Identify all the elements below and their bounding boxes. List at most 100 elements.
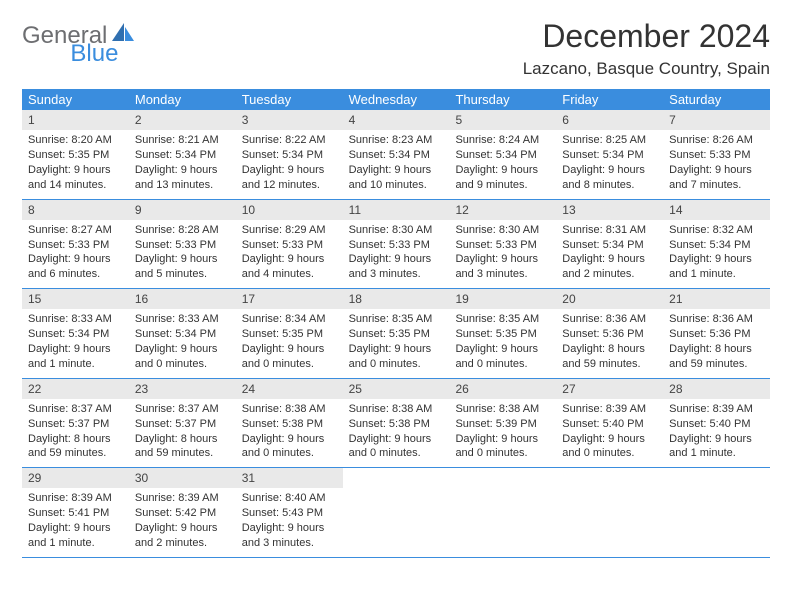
day-number: 8 — [22, 200, 129, 220]
header: General Blue December 2024 Lazcano, Basq… — [22, 18, 770, 79]
day-sunset: Sunset: 5:34 PM — [135, 148, 232, 163]
day-sunset: Sunset: 5:38 PM — [242, 417, 339, 432]
day-sunset: Sunset: 5:39 PM — [455, 417, 552, 432]
day-body: Sunrise: 8:35 AMSunset: 5:35 PMDaylight:… — [449, 309, 556, 377]
day-d1: Daylight: 8 hours — [562, 342, 659, 357]
day-sunrise: Sunrise: 8:21 AM — [135, 133, 232, 148]
day-d1: Daylight: 9 hours — [242, 342, 339, 357]
day-d1: Daylight: 9 hours — [135, 342, 232, 357]
day-body: Sunrise: 8:22 AMSunset: 5:34 PMDaylight:… — [236, 130, 343, 198]
day-d1: Daylight: 9 hours — [242, 521, 339, 536]
day-number: 3 — [236, 110, 343, 130]
day-number: 6 — [556, 110, 663, 130]
day-sunset: Sunset: 5:36 PM — [669, 327, 766, 342]
day-number: 28 — [663, 379, 770, 399]
day-cell: 11Sunrise: 8:30 AMSunset: 5:33 PMDayligh… — [343, 200, 450, 289]
day-sunrise: Sunrise: 8:23 AM — [349, 133, 446, 148]
day-sunset: Sunset: 5:33 PM — [242, 238, 339, 253]
day-sunrise: Sunrise: 8:34 AM — [242, 312, 339, 327]
day-sunrise: Sunrise: 8:36 AM — [562, 312, 659, 327]
day-cell: 6Sunrise: 8:25 AMSunset: 5:34 PMDaylight… — [556, 110, 663, 199]
day-body: Sunrise: 8:36 AMSunset: 5:36 PMDaylight:… — [556, 309, 663, 377]
day-cell: 21Sunrise: 8:36 AMSunset: 5:36 PMDayligh… — [663, 289, 770, 378]
day-cell: 7Sunrise: 8:26 AMSunset: 5:33 PMDaylight… — [663, 110, 770, 199]
day-sunrise: Sunrise: 8:39 AM — [135, 491, 232, 506]
day-d1: Daylight: 9 hours — [455, 432, 552, 447]
day-sunrise: Sunrise: 8:27 AM — [28, 223, 125, 238]
day-d1: Daylight: 9 hours — [455, 342, 552, 357]
day-body: Sunrise: 8:24 AMSunset: 5:34 PMDaylight:… — [449, 130, 556, 198]
day-sunset: Sunset: 5:34 PM — [28, 327, 125, 342]
day-d2: and 3 minutes. — [242, 536, 339, 551]
day-body: Sunrise: 8:23 AMSunset: 5:34 PMDaylight:… — [343, 130, 450, 198]
day-cell: 14Sunrise: 8:32 AMSunset: 5:34 PMDayligh… — [663, 200, 770, 289]
day-number: 4 — [343, 110, 450, 130]
day-sunset: Sunset: 5:35 PM — [28, 148, 125, 163]
day-d1: Daylight: 9 hours — [562, 252, 659, 267]
day-sunrise: Sunrise: 8:29 AM — [242, 223, 339, 238]
day-number: 25 — [343, 379, 450, 399]
day-d1: Daylight: 9 hours — [28, 521, 125, 536]
day-cell: 10Sunrise: 8:29 AMSunset: 5:33 PMDayligh… — [236, 200, 343, 289]
day-d1: Daylight: 9 hours — [669, 432, 766, 447]
weekday-sunday: Sunday — [22, 89, 129, 110]
day-number: 24 — [236, 379, 343, 399]
day-number: 22 — [22, 379, 129, 399]
day-body: Sunrise: 8:35 AMSunset: 5:35 PMDaylight:… — [343, 309, 450, 377]
day-sunrise: Sunrise: 8:37 AM — [28, 402, 125, 417]
day-body: Sunrise: 8:36 AMSunset: 5:36 PMDaylight:… — [663, 309, 770, 377]
day-sunset: Sunset: 5:40 PM — [562, 417, 659, 432]
day-sunrise: Sunrise: 8:39 AM — [562, 402, 659, 417]
weekday-saturday: Saturday — [663, 89, 770, 110]
day-d1: Daylight: 8 hours — [135, 432, 232, 447]
day-cell — [343, 468, 450, 557]
day-cell: 12Sunrise: 8:30 AMSunset: 5:33 PMDayligh… — [449, 200, 556, 289]
day-body: Sunrise: 8:25 AMSunset: 5:34 PMDaylight:… — [556, 130, 663, 198]
day-d2: and 3 minutes. — [349, 267, 446, 282]
day-body: Sunrise: 8:30 AMSunset: 5:33 PMDaylight:… — [343, 220, 450, 288]
week-row: 1Sunrise: 8:20 AMSunset: 5:35 PMDaylight… — [22, 110, 770, 200]
day-d2: and 1 minute. — [669, 446, 766, 461]
day-body: Sunrise: 8:26 AMSunset: 5:33 PMDaylight:… — [663, 130, 770, 198]
day-d2: and 59 minutes. — [562, 357, 659, 372]
day-sunset: Sunset: 5:34 PM — [455, 148, 552, 163]
day-d1: Daylight: 9 hours — [669, 252, 766, 267]
day-d2: and 1 minute. — [28, 357, 125, 372]
day-cell: 27Sunrise: 8:39 AMSunset: 5:40 PMDayligh… — [556, 379, 663, 468]
day-body: Sunrise: 8:38 AMSunset: 5:39 PMDaylight:… — [449, 399, 556, 467]
day-body: Sunrise: 8:39 AMSunset: 5:41 PMDaylight:… — [22, 488, 129, 556]
day-d2: and 59 minutes. — [669, 357, 766, 372]
day-number: 26 — [449, 379, 556, 399]
day-d2: and 0 minutes. — [349, 357, 446, 372]
day-d2: and 2 minutes. — [135, 536, 232, 551]
day-number: 5 — [449, 110, 556, 130]
day-sunrise: Sunrise: 8:36 AM — [669, 312, 766, 327]
logo-text-blue: Blue — [70, 40, 118, 67]
day-body: Sunrise: 8:28 AMSunset: 5:33 PMDaylight:… — [129, 220, 236, 288]
day-number: 16 — [129, 289, 236, 309]
month-title: December 2024 — [523, 18, 770, 55]
day-d2: and 0 minutes. — [562, 446, 659, 461]
day-d1: Daylight: 8 hours — [669, 342, 766, 357]
day-sunset: Sunset: 5:33 PM — [28, 238, 125, 253]
day-body: Sunrise: 8:30 AMSunset: 5:33 PMDaylight:… — [449, 220, 556, 288]
weekday-header-row: Sunday Monday Tuesday Wednesday Thursday… — [22, 89, 770, 110]
day-body: Sunrise: 8:33 AMSunset: 5:34 PMDaylight:… — [129, 309, 236, 377]
day-cell: 4Sunrise: 8:23 AMSunset: 5:34 PMDaylight… — [343, 110, 450, 199]
day-d2: and 8 minutes. — [562, 178, 659, 193]
calendar: Sunday Monday Tuesday Wednesday Thursday… — [22, 89, 770, 558]
day-body: Sunrise: 8:39 AMSunset: 5:42 PMDaylight:… — [129, 488, 236, 556]
day-number: 14 — [663, 200, 770, 220]
day-number: 23 — [129, 379, 236, 399]
day-cell: 2Sunrise: 8:21 AMSunset: 5:34 PMDaylight… — [129, 110, 236, 199]
day-sunrise: Sunrise: 8:37 AM — [135, 402, 232, 417]
week-row: 8Sunrise: 8:27 AMSunset: 5:33 PMDaylight… — [22, 200, 770, 290]
day-number: 2 — [129, 110, 236, 130]
day-d2: and 0 minutes. — [242, 357, 339, 372]
day-body: Sunrise: 8:29 AMSunset: 5:33 PMDaylight:… — [236, 220, 343, 288]
day-number: 1 — [22, 110, 129, 130]
day-number: 13 — [556, 200, 663, 220]
day-d2: and 14 minutes. — [28, 178, 125, 193]
day-cell: 29Sunrise: 8:39 AMSunset: 5:41 PMDayligh… — [22, 468, 129, 557]
week-row: 15Sunrise: 8:33 AMSunset: 5:34 PMDayligh… — [22, 289, 770, 379]
